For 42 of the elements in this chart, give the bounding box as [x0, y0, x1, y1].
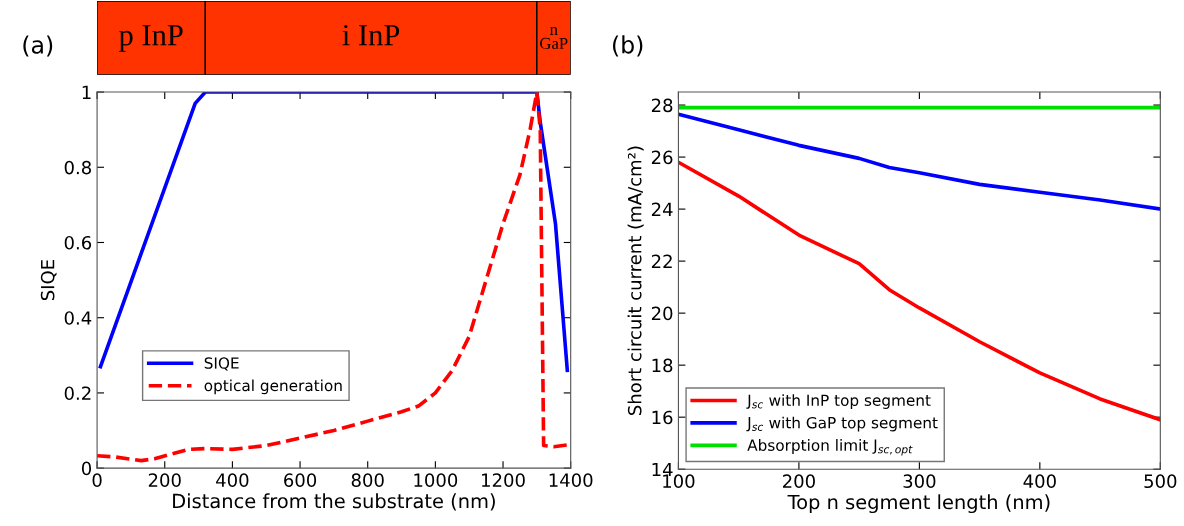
x-tick-label: 0 [92, 473, 102, 487]
y-tick-label: 22 [651, 254, 672, 268]
x-tick-label: 600 [284, 473, 317, 487]
y-tick-label: 0.8 [64, 160, 91, 175]
y-tick-label: 0 [81, 461, 92, 476]
y-tick-label: 0.4 [64, 311, 92, 325]
series-label: i InP [342, 24, 400, 46]
text: (a) [23, 35, 53, 57]
x-tick-label: 1200 [482, 473, 525, 487]
y-tick-label: 14 [652, 462, 673, 477]
y-tick-label: 28 [651, 98, 673, 113]
y-tick-label: 26 [651, 150, 673, 165]
x-axis-title: Distance from the substrate (nm) [173, 493, 495, 511]
x-axis-title: Top n segment length (nm) [787, 494, 1050, 514]
series-label: p InP [119, 25, 183, 52]
legend-label: optical generation [204, 379, 342, 395]
y-tick-label: 0.2 [64, 386, 91, 401]
x-tick-label: 400 [1023, 474, 1056, 489]
y-tick-label: 1 [82, 85, 91, 99]
x-tick-label: 200 [148, 473, 181, 487]
x-tick-label: 100 [663, 474, 695, 489]
x-tick-label: 500 [1144, 474, 1177, 489]
legend-label: Absorption limit J$_{sc,opt}$ [747, 439, 913, 456]
x-tick-label: 400 [216, 473, 249, 487]
y-tick-label: 18 [652, 358, 673, 373]
x-tick-label: 800 [351, 473, 384, 487]
legend-label: SIQE [204, 357, 239, 371]
y-tick-label: 20 [651, 306, 673, 321]
series-label: n GaP [540, 27, 568, 50]
y-tick-label: 24 [651, 202, 673, 216]
y-tick-label: 0.6 [64, 235, 92, 250]
legend-label: J$_{sc}$ with InP top segment [746, 394, 931, 409]
y-axis-title: SIQE [40, 260, 57, 301]
x-tick-label: 1400 [549, 473, 593, 487]
text: (b) [613, 35, 643, 57]
y-axis-title: Short circuit current (mA/cm²) [627, 146, 644, 415]
x-tick-label: 300 [903, 474, 936, 489]
y-tick-label: 16 [652, 410, 673, 425]
line-series [678, 112, 1161, 211]
x-tick-label: 1000 [414, 473, 458, 487]
legend-label: J$_{sc}$ with GaP top segment [746, 416, 938, 432]
x-tick-label: 200 [783, 474, 815, 489]
